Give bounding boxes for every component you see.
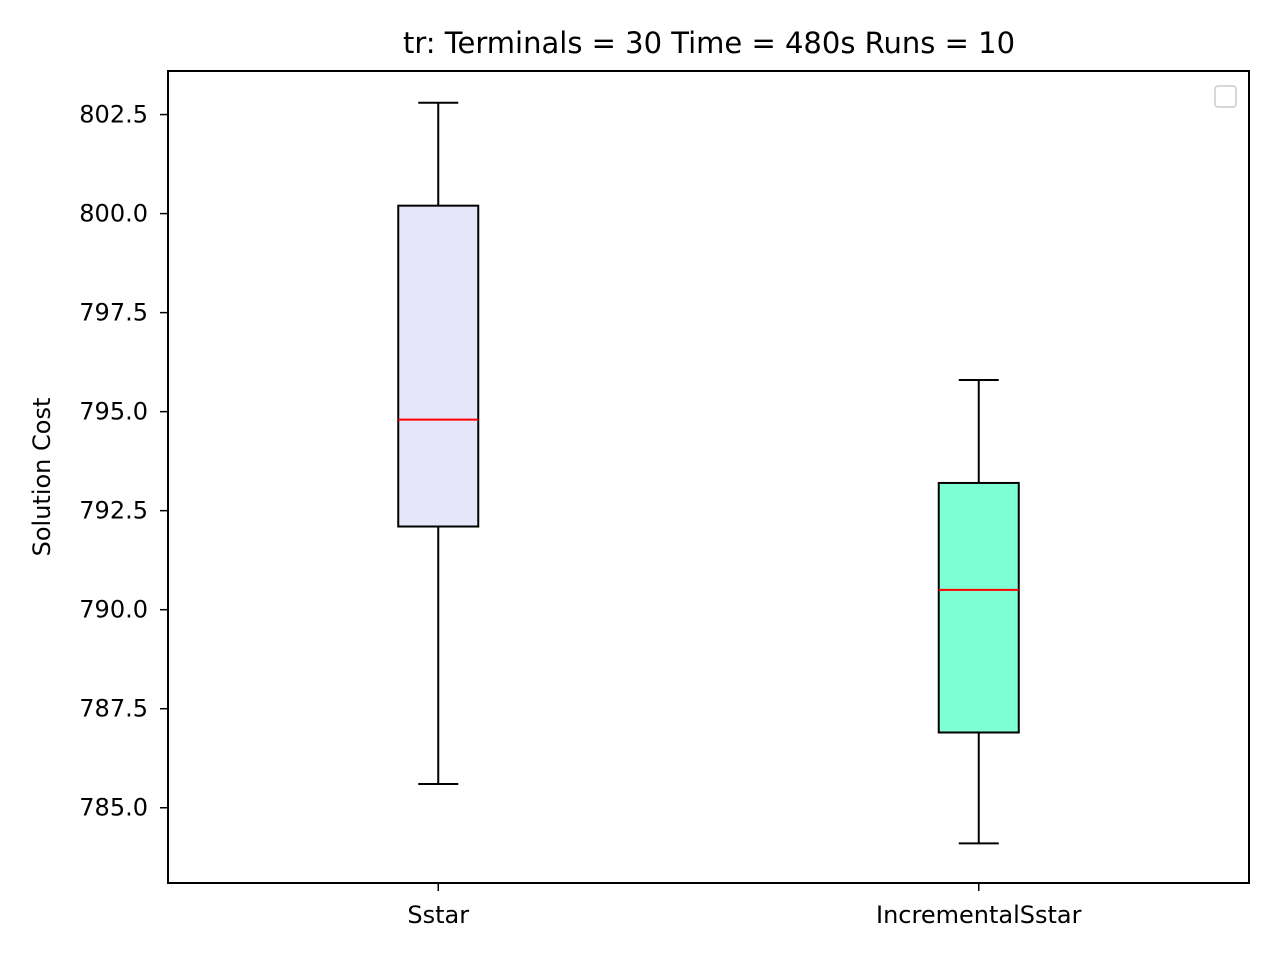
- y-tick-label: 802.5: [79, 101, 148, 129]
- axes-frame: [167, 70, 1250, 884]
- y-tick-label: 790.0: [79, 596, 148, 624]
- y-tick-label: 797.5: [79, 299, 148, 327]
- chart-title: tr: Terminals = 30 Time = 480s Runs = 10: [403, 26, 1015, 60]
- y-tick-label: 792.5: [79, 497, 148, 525]
- box-iqr: [397, 204, 480, 528]
- plot-area: 785.0 787.5 790.0 792.5 795.0 797.5 800.0 802.5…: [79, 101, 1081, 929]
- box-iqr: [937, 481, 1020, 734]
- x-tick-label: Sstar: [407, 901, 469, 929]
- empty-legend-box: [1214, 85, 1237, 108]
- y-tick-label: 795.0: [79, 398, 148, 426]
- y-tick-label: 785.0: [79, 794, 148, 822]
- x-tick-label: IncrementalSstar: [876, 901, 1082, 929]
- y-tick-label: 787.5: [79, 695, 148, 723]
- y-tick-label: 800.0: [79, 200, 148, 228]
- y-axis-label: Solution Cost: [28, 398, 56, 557]
